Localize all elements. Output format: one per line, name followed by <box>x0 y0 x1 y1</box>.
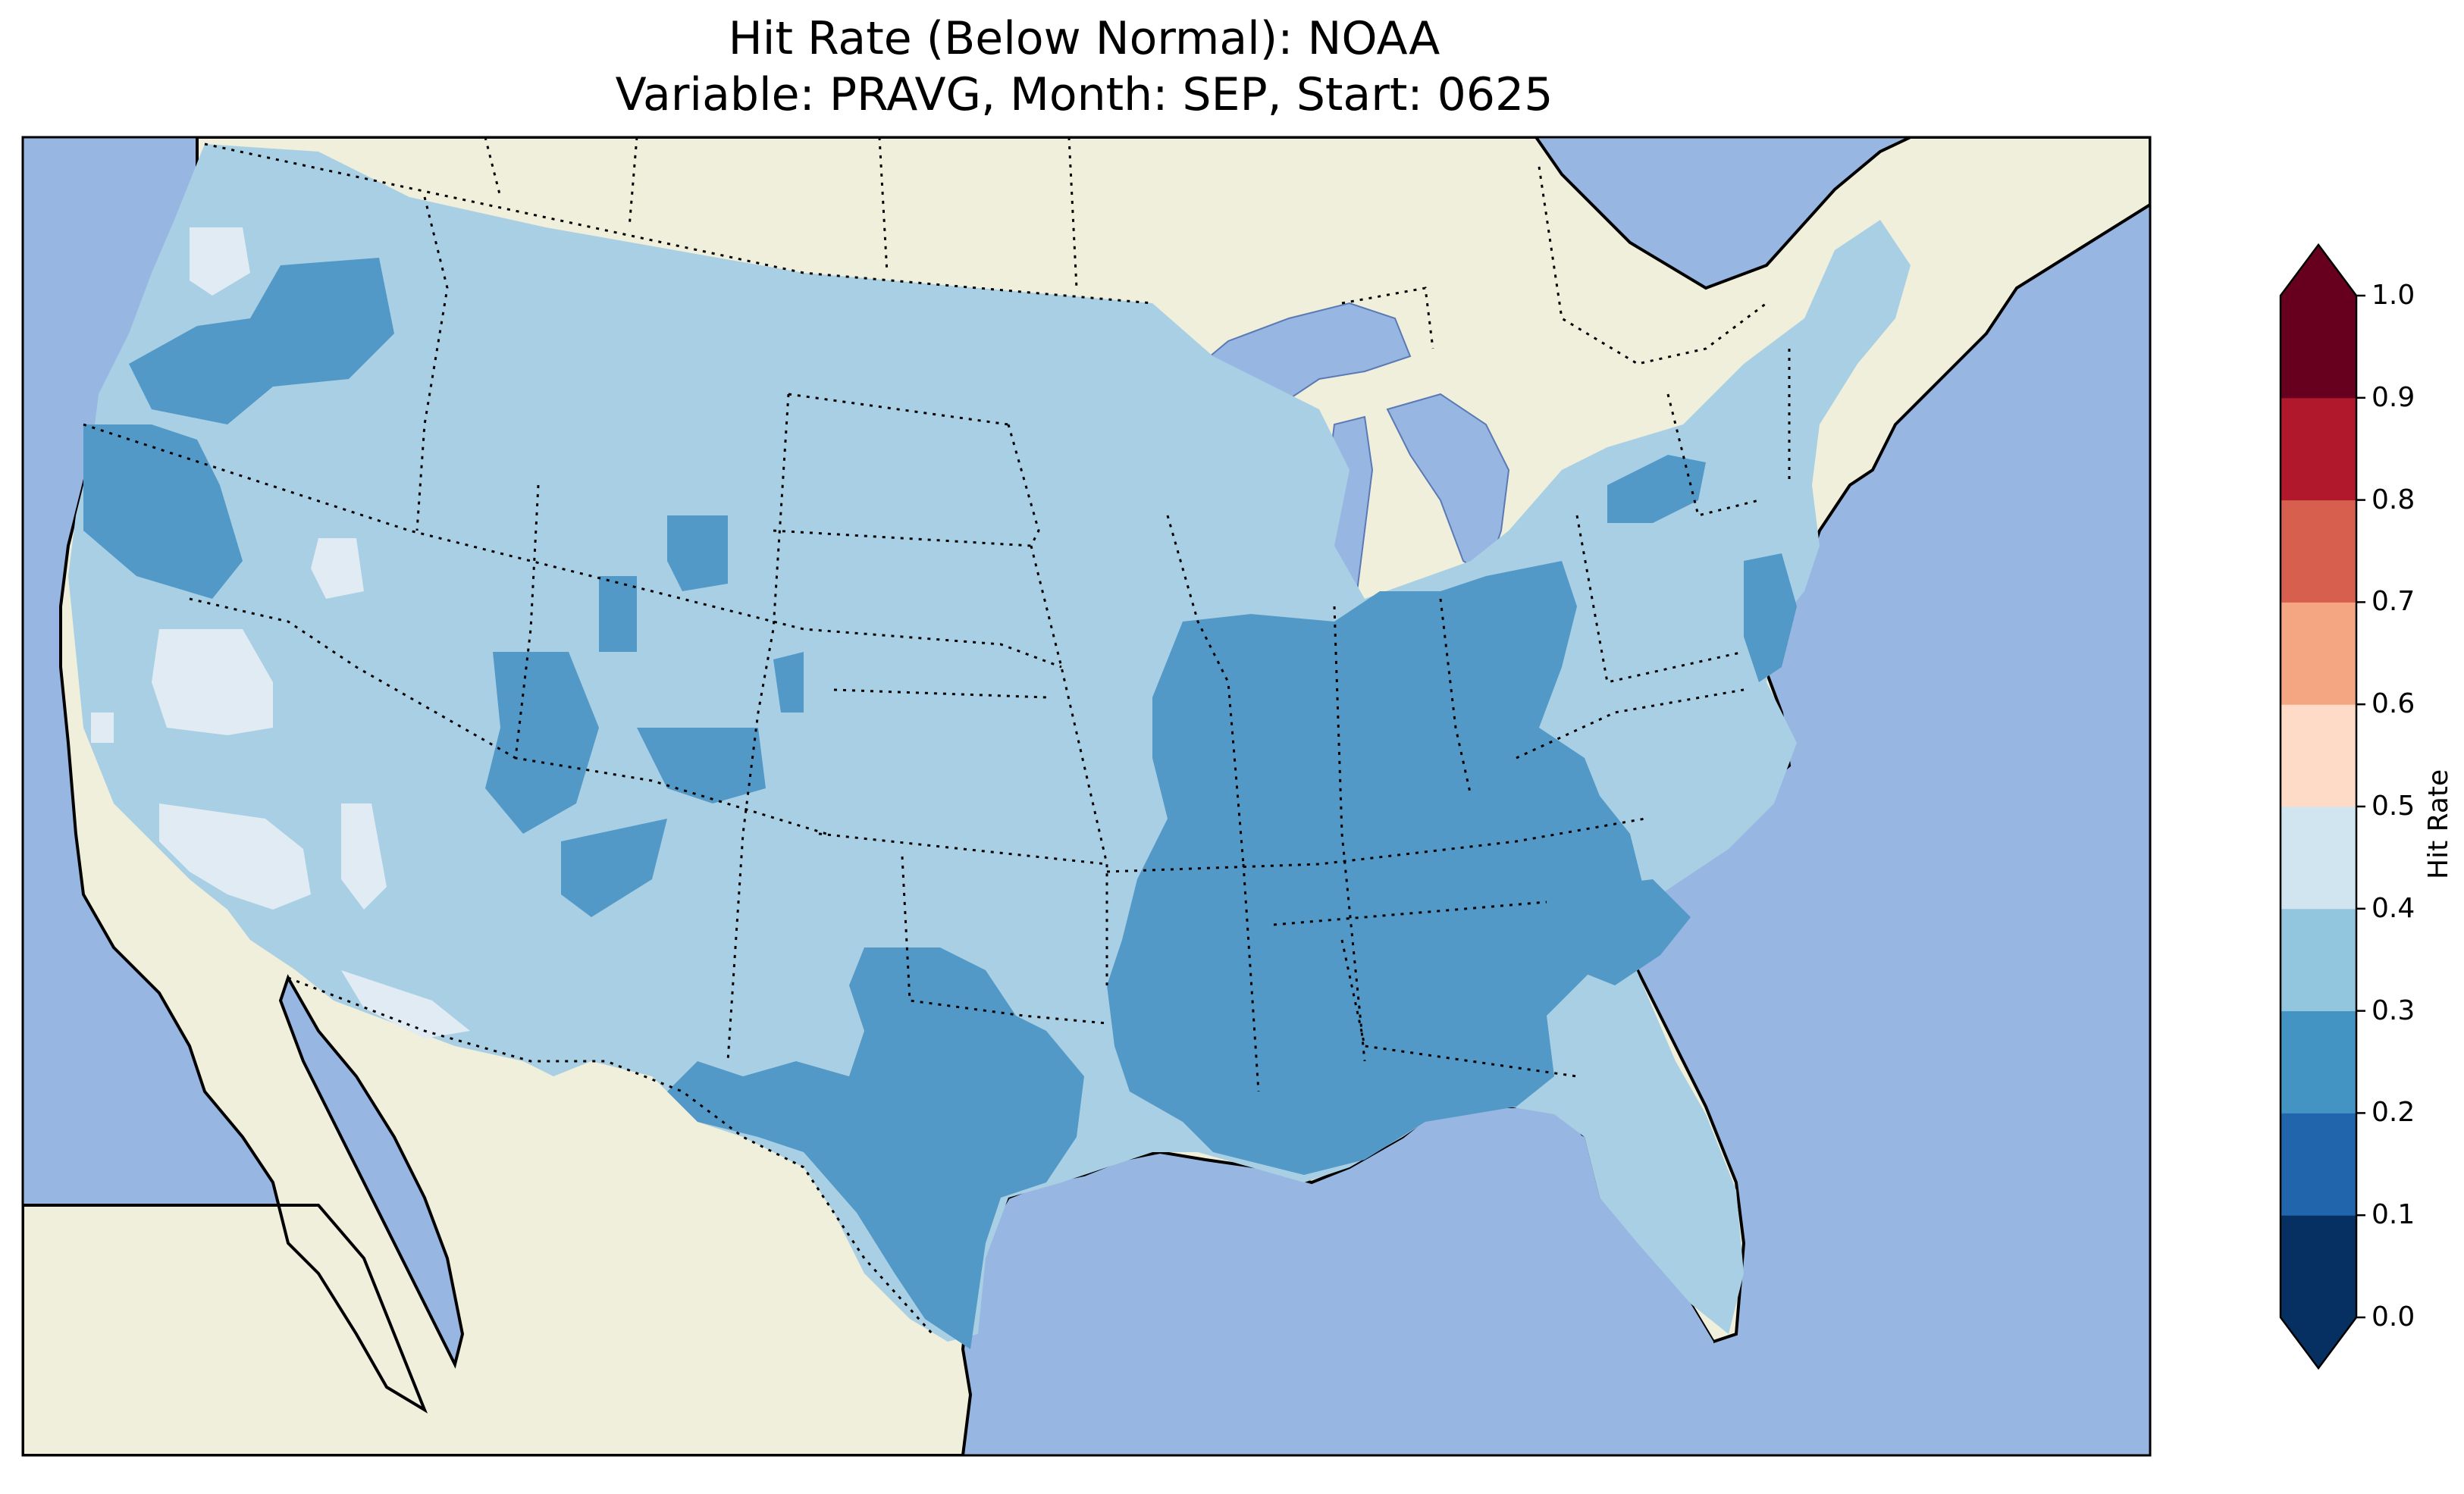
colorbar-extend-min <box>2281 1317 2356 1368</box>
colorbar-tick-label: 0.8 <box>2372 484 2415 515</box>
colorbar-segment <box>2281 1010 2356 1113</box>
gulf-of-california <box>278 974 465 1369</box>
colorbar-tick-label: 0.9 <box>2372 381 2415 413</box>
hit-rate-field-high <box>91 227 470 1038</box>
colorbar-tick-label: 0.2 <box>2372 1097 2415 1129</box>
colorbar-tick-label: 0.7 <box>2372 586 2415 618</box>
colorbar-segment <box>2281 397 2356 501</box>
colorbar-segment <box>2281 1215 2356 1318</box>
chart-title: Hit Rate (Below Normal): NOAA <box>728 12 1440 65</box>
florida-west-coast <box>1509 1107 1713 1455</box>
colorbar-label: Hit Rate <box>2423 769 2454 879</box>
state-borders <box>83 137 1791 1336</box>
colorbar-tick-label: 0.4 <box>2372 892 2415 924</box>
colorbar-segment <box>2281 602 2356 705</box>
map-frame <box>21 136 2152 1457</box>
colorbar-tick-label: 0.6 <box>2372 688 2415 720</box>
colorbar-segment <box>2281 704 2356 807</box>
colorbar-segment <box>2281 500 2356 603</box>
hit-rate-field-low <box>83 258 1797 1349</box>
colorbar-segment <box>2281 807 2356 910</box>
colorbar-tick-label: 0.3 <box>2372 994 2415 1026</box>
chart-subtitle: Variable: PRAVG, Month: SEP, Start: 0625 <box>615 68 1553 121</box>
colorbar-segment <box>2281 296 2356 399</box>
colorbar-segment <box>2281 908 2356 1012</box>
colorbar-tick-label: 1.0 <box>2372 280 2415 311</box>
colorbar-tick-label: 0.0 <box>2372 1301 2415 1333</box>
colorbar-tick-label: 0.5 <box>2372 791 2415 822</box>
colorbar-tick-label: 0.1 <box>2372 1199 2415 1231</box>
colorbar-extend-max <box>2281 245 2356 296</box>
colorbar-segment <box>2281 1113 2356 1216</box>
